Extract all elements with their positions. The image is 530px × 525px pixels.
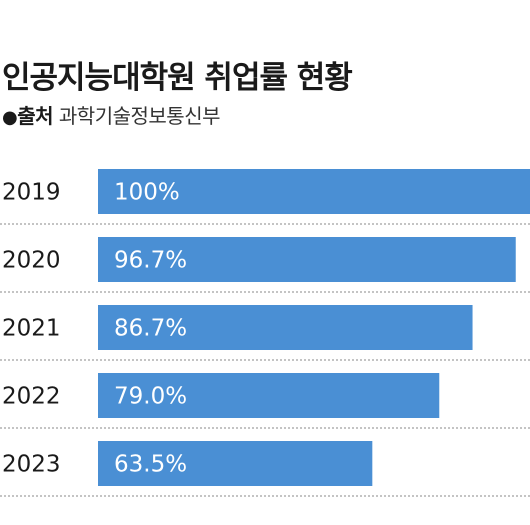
source-value: 과학기술정보통신부 — [58, 104, 221, 128]
bar-value-label: 86.7% — [114, 316, 187, 342]
bar-value-label: 79.0% — [114, 384, 187, 410]
bar — [98, 305, 473, 350]
bar-value-label: 96.7% — [114, 248, 187, 274]
bar — [98, 373, 440, 418]
chart-title: 인공지능대학원 취업률 현황 — [2, 60, 353, 96]
category-label: 2022 — [2, 384, 61, 410]
source-label: 출처 — [17, 104, 54, 128]
bar — [98, 237, 516, 282]
category-label: 2019 — [2, 180, 61, 206]
source-line: ●출처 과학기술정보통신부 — [2, 100, 221, 129]
category-label: 2023 — [2, 452, 61, 478]
bar-value-label: 63.5% — [114, 452, 187, 478]
bar — [98, 441, 373, 486]
category-label: 2021 — [2, 316, 61, 342]
bar — [98, 169, 530, 214]
bar-value-label: 100% — [114, 180, 180, 206]
source-bullet: ● — [2, 107, 18, 128]
category-label: 2020 — [2, 248, 61, 274]
